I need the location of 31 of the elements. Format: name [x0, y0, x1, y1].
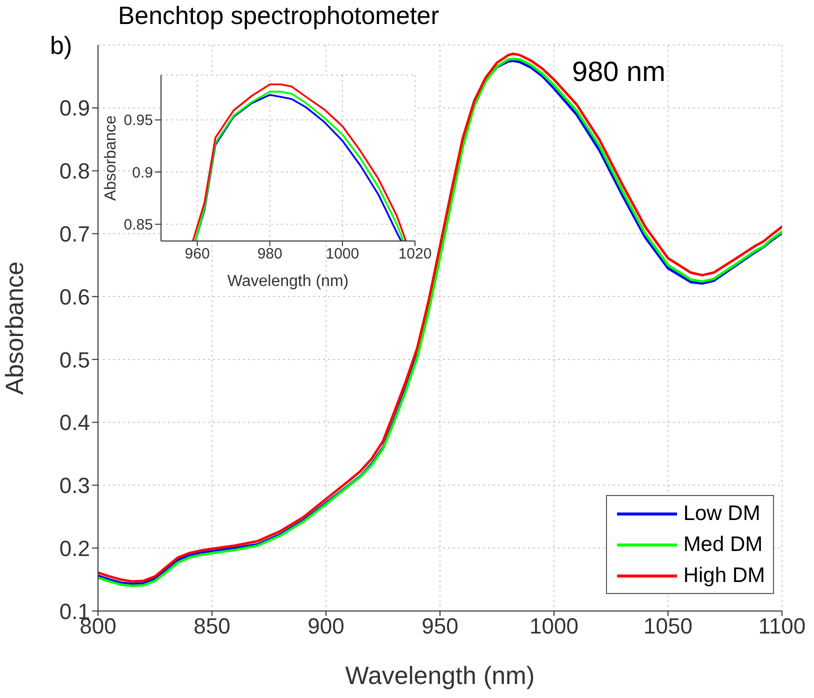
chart-title: Benchtop spectrophotometer: [118, 2, 440, 31]
y-tick-label: 0.8: [59, 158, 90, 184]
y-axis-title: Absorbance: [0, 261, 29, 395]
y-tick-label: 0.95: [124, 112, 153, 130]
legend-label: Low DM: [683, 502, 760, 526]
y-tick-label: 0.9: [132, 164, 153, 182]
x-tick-label: 980: [257, 246, 282, 263]
x-tick-label: 1050: [644, 614, 692, 639]
y-tick-label: 0.85: [124, 216, 153, 234]
y-tick-label: 0.6: [59, 284, 90, 310]
y-tick-label: 0.4: [59, 410, 90, 436]
legend-label: High DM: [683, 564, 765, 588]
x-tick-label: 950: [422, 614, 458, 639]
legend-label: Med DM: [683, 532, 763, 556]
x-tick-label: 850: [194, 614, 230, 639]
annotation: 980 nm: [572, 56, 666, 88]
y-axis-title: Absorbance: [102, 115, 120, 201]
y-tick-label: 0.5: [59, 347, 90, 372]
y-tick-label: 0.7: [59, 221, 90, 246]
y-tick-label: 0.3: [59, 473, 90, 498]
x-tick-label: 1020: [398, 246, 432, 263]
y-tick-label: 0.2: [59, 536, 90, 561]
x-tick-label: 1000: [326, 246, 360, 263]
x-axis-title: Wavelength (nm): [227, 273, 349, 290]
x-axis-title: Wavelength (nm): [345, 662, 535, 690]
text: b): [50, 32, 72, 61]
x-tick-label: 1000: [530, 614, 578, 639]
x-tick-label: 900: [308, 614, 344, 639]
x-tick-label: 960: [184, 246, 210, 263]
y-tick-label: 0.9: [59, 96, 90, 121]
x-tick-label: 1100: [758, 614, 806, 639]
